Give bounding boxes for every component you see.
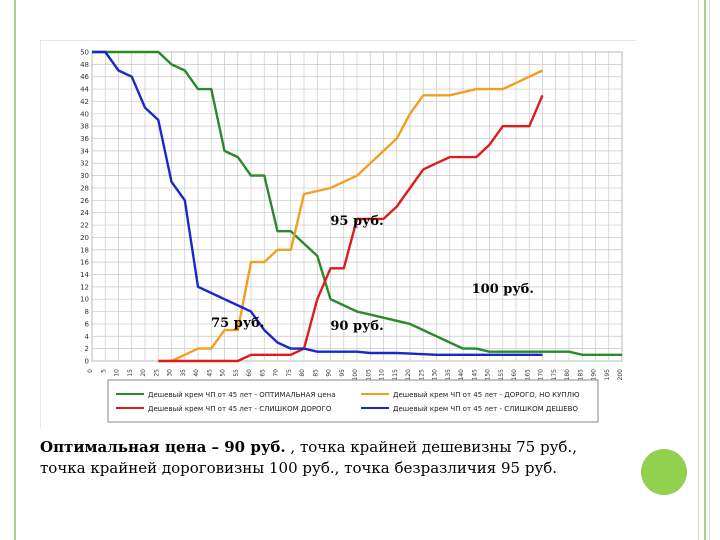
x-tick-label: 5 [100,369,107,373]
y-tick-label: 46 [80,73,89,81]
x-tick-label: 190 [591,369,598,381]
y-tick-label: 8 [85,308,89,316]
legend-box [107,379,599,423]
y-tick-label: 4 [85,333,90,341]
slide-frame-line-right-outer [704,0,706,540]
slide-frame-line-right-inner [698,0,699,540]
y-tick-label: 14 [80,271,89,279]
x-tick-label: 160 [511,369,518,381]
x-tick-label: 65 [259,369,266,377]
x-tick-label: 185 [577,369,584,381]
y-tick-label: 22 [80,222,89,230]
y-tick-label: 0 [85,358,89,366]
legend-label-optimal: Дешевый крем ЧП от 45 лет - ОПТИМАЛЬНАЯ … [148,391,336,399]
x-tick-label: 30 [167,369,174,377]
x-tick-label: 140 [458,369,465,381]
x-tick-label: 100 [352,369,359,381]
x-tick-label: 130 [432,369,439,381]
x-tick-label: 20 [140,369,147,377]
legend-label-too_expensive: Дешевый крем ЧП от 45 лет - СЛИШКОМ ДОРО… [148,405,332,413]
y-tick-label: 10 [80,296,89,304]
x-tick-label: 90 [326,369,333,377]
x-tick-label: 60 [246,369,253,377]
y-tick-label: 48 [80,61,89,69]
y-tick-label: 34 [80,147,89,155]
series-line-expensive_buy [158,69,544,363]
x-tick-label: 75 [286,369,293,377]
y-tick-label: 6 [85,320,90,328]
series-line-too_cheap [92,50,543,356]
x-tick-label: 55 [233,369,240,377]
x-tick-label: 115 [392,369,399,381]
x-tick-label: 35 [180,369,187,377]
x-tick-label: 50 [220,369,227,377]
y-tick-label: 24 [80,209,89,217]
x-tick-label: 165 [524,369,531,381]
x-tick-label: 95 [339,369,346,377]
y-tick-label: 50 [80,49,89,57]
x-tick-label: 80 [299,369,306,377]
x-tick-label: 40 [193,369,200,377]
x-tick-label: 110 [379,369,386,381]
y-tick-label: 16 [80,259,89,267]
x-tick-label: 105 [365,369,372,381]
x-tick-label: 85 [312,369,319,377]
slide-frame-line-right-outer2 [709,0,710,540]
y-tick-label: 26 [80,197,89,205]
annotation-label: 100 руб. [472,282,534,297]
y-tick-label: 40 [80,110,89,118]
x-tick-label: 45 [206,369,213,377]
x-tick-label: 25 [153,369,160,377]
slide-frame-line-left [14,0,16,540]
legend-label-expensive_buy: Дешевый крем ЧП от 45 лет - ДОРОГО, НО К… [393,391,580,399]
series-line-optimal [92,50,622,356]
caption: Оптимальная цена – 90 руб. , точка крайн… [40,437,680,479]
x-tick-label: 155 [498,369,505,381]
y-tick-label: 28 [80,184,89,192]
x-tick-label: 180 [564,369,571,381]
x-tick-label: 70 [273,369,280,377]
x-tick-label: 175 [551,369,558,381]
annotation-label: 95 руб. [330,214,383,229]
y-tick-label: 30 [80,172,89,180]
chart-container: 0 2 4 6 8 10 12 14 16 18 20 22 24 26 28 30 32 34 36 38 40 42 4… [39,39,636,428]
x-tick-label: 125 [418,369,425,381]
y-tick-label: 44 [80,86,89,94]
caption-line1-rest: , точка крайней дешевизны 75 руб., [285,438,577,456]
caption-bold: Оптимальная цена – 90 руб. [40,438,286,456]
caption-line-2: точка крайней дороговизны 100 руб., точк… [40,459,558,477]
series-line-too_expensive [158,94,544,363]
x-tick-label: 10 [114,369,121,377]
caption-line-1: Оптимальная цена – 90 руб. , точка крайн… [40,437,680,458]
x-tick-label: 150 [485,369,492,381]
x-tick-label: 200 [617,369,624,381]
annotation-label: 90 руб. [330,319,383,334]
y-tick-label: 12 [80,283,89,291]
price-sensitivity-chart: 0246810121416182022242628303234363840424… [39,39,636,428]
x-tick-label: 120 [405,369,412,381]
x-tick-label: 170 [538,369,545,381]
y-tick-label: 32 [80,160,89,168]
x-tick-label: 195 [604,369,611,381]
y-tick-label: 20 [80,234,89,242]
y-tick-label: 36 [80,135,89,143]
annotation-label: 75 руб. [211,316,264,331]
x-tick-label: 15 [127,369,134,377]
x-tick-label: 145 [471,369,478,381]
y-tick-label: 18 [80,246,89,254]
accent-circle [641,449,687,495]
legend-label-too_cheap: Дешевый крем ЧП от 45 лет - СЛИШКОМ ДЕШЕ… [393,405,578,413]
y-tick-label: 2 [85,345,89,353]
y-tick-label: 42 [80,98,89,106]
x-tick-label: 0 [87,369,94,373]
x-tick-label: 135 [445,369,452,381]
y-tick-label: 38 [80,123,89,131]
